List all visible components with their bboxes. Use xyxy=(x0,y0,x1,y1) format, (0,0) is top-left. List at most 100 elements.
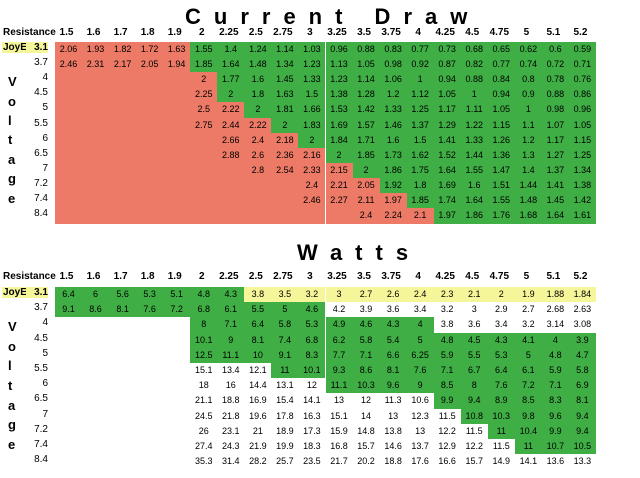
table-cell: 6.4 xyxy=(487,363,515,379)
table-cell: 12.2 xyxy=(433,423,461,440)
table-cell: 1.24 xyxy=(244,42,272,58)
column-header: 5.2 xyxy=(573,27,588,38)
column-header: 4 xyxy=(415,271,421,282)
table-cell: 4.9 xyxy=(325,317,353,333)
table-cell: 0.62 xyxy=(514,42,542,58)
table-cell: 2.4 xyxy=(298,177,326,194)
column-header: 2.25 xyxy=(219,271,239,282)
table-cell: 16.9 xyxy=(244,393,272,409)
column-header: 3.75 xyxy=(381,271,401,282)
table-cell: 3.4 xyxy=(487,317,515,333)
table-cell: 2 xyxy=(298,132,326,149)
table-cell xyxy=(109,208,137,224)
table-cell xyxy=(109,72,137,88)
table-cell xyxy=(163,102,191,118)
table-cell xyxy=(217,208,245,224)
table-cell: 0.96 xyxy=(568,102,596,118)
table-cell: 1.4 xyxy=(217,42,245,58)
table-cell xyxy=(325,208,353,224)
table-cell: 1.42 xyxy=(352,102,380,118)
table-cell: 3.2 xyxy=(298,287,326,303)
table-cell: 13.6 xyxy=(541,454,569,470)
table-cell xyxy=(82,378,110,394)
table-cell: 12.9 xyxy=(433,439,461,455)
table-cell: 0.83 xyxy=(379,42,407,58)
table-cell: 15.9 xyxy=(325,423,353,440)
table-cell xyxy=(55,132,82,149)
table-cell: 0.88 xyxy=(460,72,488,88)
table-cell: 3.8 xyxy=(244,287,272,303)
table-cell xyxy=(190,193,218,209)
row-header: 8.4 xyxy=(34,454,48,466)
table-cell: 1.22 xyxy=(460,117,488,133)
table-cell: 2.1 xyxy=(406,208,434,224)
table-cell: 0.9 xyxy=(514,87,542,103)
table-cell: 1.64 xyxy=(460,193,488,209)
table-cell: 5.3 xyxy=(298,317,326,333)
row-header: 4.5 xyxy=(34,87,48,99)
table-cell: 8.1 xyxy=(109,302,137,318)
table-cell xyxy=(163,177,191,194)
table-cell: 1.36 xyxy=(487,147,515,164)
table-cell: 1.3 xyxy=(514,147,542,164)
table-cell xyxy=(82,193,110,209)
table-cell xyxy=(163,393,191,409)
table-cell: 13.8 xyxy=(379,423,407,440)
table-cell: 2 xyxy=(190,72,218,88)
table-cell: 1.55 xyxy=(487,193,515,209)
table-cell: 1.45 xyxy=(541,193,569,209)
table-cell: 5.1 xyxy=(163,287,191,303)
table-cell: 8 xyxy=(190,317,218,333)
table-cell: 9.4 xyxy=(460,393,488,409)
table-cell: 0.94 xyxy=(433,72,461,88)
corner-label: Resistance xyxy=(3,27,56,38)
row-header: 7 xyxy=(42,162,48,174)
table-cell: 0.84 xyxy=(487,72,515,88)
table-cell: 9.3 xyxy=(325,363,353,379)
table-cell: 0.74 xyxy=(514,57,542,73)
voltage-letter: g xyxy=(8,171,16,187)
table-cell: 1.13 xyxy=(325,57,353,73)
table-cell: 8.1 xyxy=(244,332,272,349)
table-cell xyxy=(136,147,164,164)
table-cell: 12.3 xyxy=(406,408,434,425)
table-cell: 1.44 xyxy=(514,177,542,194)
column-header: 2.25 xyxy=(219,27,239,38)
table-cell: 1.42 xyxy=(568,193,596,209)
table-cell xyxy=(271,177,299,194)
table-cell: 5.3 xyxy=(487,347,515,364)
table-cell xyxy=(190,147,218,164)
table-cell: 2.18 xyxy=(271,132,299,149)
table-cell: 1.86 xyxy=(379,162,407,179)
table-cell: 8.6 xyxy=(352,363,380,379)
voltage-letter: o xyxy=(8,338,16,354)
table-cell: 21.7 xyxy=(325,454,353,470)
table-cell: 2 xyxy=(325,147,353,164)
table-cell xyxy=(82,393,110,409)
table-cell: 5.8 xyxy=(352,332,380,349)
table-cell xyxy=(163,193,191,209)
table-cell xyxy=(109,132,137,149)
column-header: 3.75 xyxy=(381,27,401,38)
table-cell: 16.6 xyxy=(433,454,461,470)
row-header: 3.1 xyxy=(26,42,48,53)
table-cell: 8 xyxy=(460,378,488,394)
row-header: 7.4 xyxy=(34,439,48,450)
table-cell: 0.65 xyxy=(487,42,515,58)
table-cell xyxy=(136,317,164,333)
table-cell: 2.7 xyxy=(514,302,542,318)
column-header: 1.6 xyxy=(86,27,101,38)
row-header: 6 xyxy=(42,378,48,390)
table-cell xyxy=(82,87,110,103)
table-cell xyxy=(136,408,164,425)
table-cell: 21.1 xyxy=(190,393,218,409)
table-cell xyxy=(217,162,245,179)
table-cell: 2.6 xyxy=(244,147,272,164)
table-cell: 2.68 xyxy=(541,302,569,318)
voltage-letter: a xyxy=(8,397,16,413)
table-cell xyxy=(136,102,164,118)
table-cell: 19.9 xyxy=(271,439,299,455)
table-cell: 9.4 xyxy=(568,408,596,425)
table-cell xyxy=(55,87,82,103)
table-cell: 1.5 xyxy=(298,87,326,103)
